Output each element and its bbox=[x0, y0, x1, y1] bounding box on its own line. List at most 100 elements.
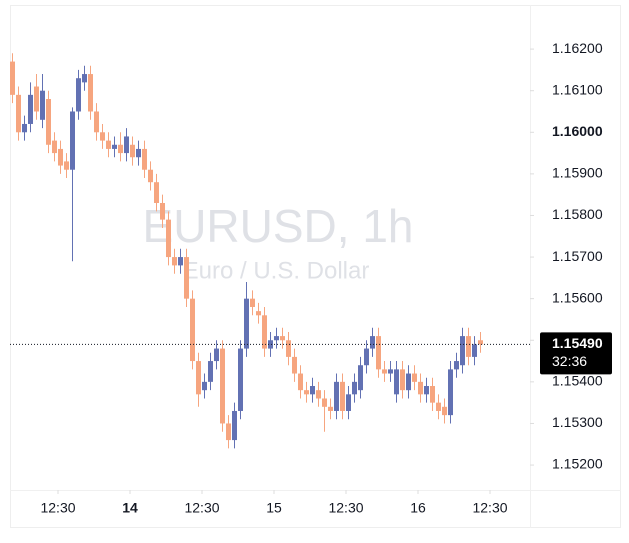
candle-body bbox=[154, 182, 159, 203]
candle-body bbox=[262, 315, 267, 349]
countdown: 32:36 bbox=[552, 353, 587, 369]
y-tick-label: 1.15300 bbox=[552, 414, 603, 430]
candle-body bbox=[208, 361, 213, 382]
y-tick-label: 1.15200 bbox=[552, 456, 603, 472]
candle-body bbox=[370, 336, 375, 349]
candle-body bbox=[280, 336, 285, 341]
candle-body bbox=[334, 381, 339, 411]
candle-body bbox=[76, 78, 81, 112]
y-tick-label: 1.15700 bbox=[552, 248, 603, 264]
candle-body bbox=[394, 369, 399, 395]
candle-body bbox=[124, 136, 129, 154]
candle-body bbox=[406, 373, 411, 391]
candle-body bbox=[442, 406, 447, 416]
candle-body bbox=[52, 140, 57, 154]
candle-body bbox=[424, 386, 429, 395]
candle-body bbox=[166, 219, 171, 258]
candle-body bbox=[298, 373, 303, 391]
candle-body bbox=[40, 90, 45, 120]
candle-body bbox=[196, 361, 201, 395]
frame bbox=[10, 5, 621, 528]
candle-body bbox=[136, 148, 141, 158]
x-tick-label: 12:30 bbox=[184, 500, 219, 516]
candle-body bbox=[64, 161, 69, 170]
watermark-subtitle: Euro / U.S. Dollar bbox=[183, 257, 370, 284]
candle-body bbox=[214, 348, 219, 362]
y-tick-label: 1.16000 bbox=[552, 123, 603, 139]
y-tick-label: 1.16200 bbox=[552, 40, 603, 56]
candle-body bbox=[478, 340, 483, 345]
y-tick-label: 1.15400 bbox=[552, 373, 603, 389]
candle-body bbox=[382, 369, 387, 374]
candle-body bbox=[412, 373, 417, 382]
x-tick-label: 15 bbox=[266, 500, 282, 516]
candle-body bbox=[304, 390, 309, 395]
candle-body bbox=[256, 311, 261, 316]
candle-body bbox=[202, 381, 207, 391]
x-tick-label: 12:30 bbox=[472, 500, 507, 516]
y-tick-label: 1.15900 bbox=[552, 165, 603, 181]
candle-body bbox=[178, 257, 183, 266]
candle-body bbox=[430, 386, 435, 403]
candle-body bbox=[316, 390, 321, 399]
x-tick-label: 14 bbox=[122, 500, 138, 516]
candle-body bbox=[286, 340, 291, 357]
y-tick-label: 1.15800 bbox=[552, 206, 603, 222]
last-price-box bbox=[540, 332, 612, 375]
candle-body bbox=[16, 94, 21, 133]
candle-body bbox=[322, 398, 327, 407]
candle-body bbox=[184, 257, 189, 299]
candle-body bbox=[118, 144, 123, 154]
candle-body bbox=[250, 298, 255, 307]
candle-body bbox=[376, 336, 381, 370]
x-tick-label: 12:30 bbox=[40, 500, 75, 516]
candle-body bbox=[28, 94, 33, 124]
candle-body bbox=[34, 86, 39, 112]
candle-body bbox=[148, 169, 153, 183]
y-tick-label: 1.15600 bbox=[552, 289, 603, 305]
candle-body bbox=[232, 410, 237, 441]
candle-body bbox=[142, 148, 147, 170]
candle-body bbox=[112, 144, 117, 149]
last-price-label: 1.15490 bbox=[552, 335, 603, 351]
candle-body bbox=[22, 123, 27, 133]
candle-body bbox=[310, 386, 315, 395]
candle-body bbox=[106, 140, 111, 149]
candle-body bbox=[268, 340, 273, 349]
candle-body bbox=[352, 381, 357, 395]
candle-body bbox=[58, 148, 63, 166]
candle-body bbox=[100, 132, 105, 141]
candle-body bbox=[346, 394, 351, 411]
x-tick-label: 12:30 bbox=[328, 500, 363, 516]
candle-body bbox=[172, 257, 177, 266]
candle-body bbox=[82, 74, 87, 83]
candle-body bbox=[160, 202, 165, 220]
candle-body bbox=[190, 298, 195, 362]
candle-body bbox=[220, 348, 225, 424]
candle-body bbox=[130, 144, 135, 158]
candle-body bbox=[10, 61, 15, 95]
candle-body bbox=[340, 381, 345, 411]
y-tick-label: 1.16100 bbox=[552, 81, 603, 97]
candle-body bbox=[292, 356, 297, 374]
candle-body bbox=[364, 348, 369, 366]
candle-body bbox=[400, 369, 405, 391]
watermark-title: EURUSD, 1h bbox=[143, 200, 414, 252]
candle-body bbox=[274, 336, 279, 341]
candle-body bbox=[358, 365, 363, 391]
candle-body bbox=[418, 381, 423, 395]
candle-body bbox=[328, 406, 333, 411]
candle-body bbox=[94, 111, 99, 133]
candle-body bbox=[70, 111, 75, 170]
candle-body bbox=[226, 423, 231, 441]
candle-body bbox=[244, 298, 249, 349]
candle-body bbox=[472, 344, 477, 357]
candle-body bbox=[436, 402, 441, 411]
candle-body bbox=[88, 74, 93, 112]
candle-body bbox=[454, 361, 459, 370]
candle-body bbox=[460, 336, 465, 366]
x-tick-label: 16 bbox=[410, 500, 426, 516]
candle-body bbox=[238, 348, 243, 411]
candle-body bbox=[388, 369, 393, 374]
